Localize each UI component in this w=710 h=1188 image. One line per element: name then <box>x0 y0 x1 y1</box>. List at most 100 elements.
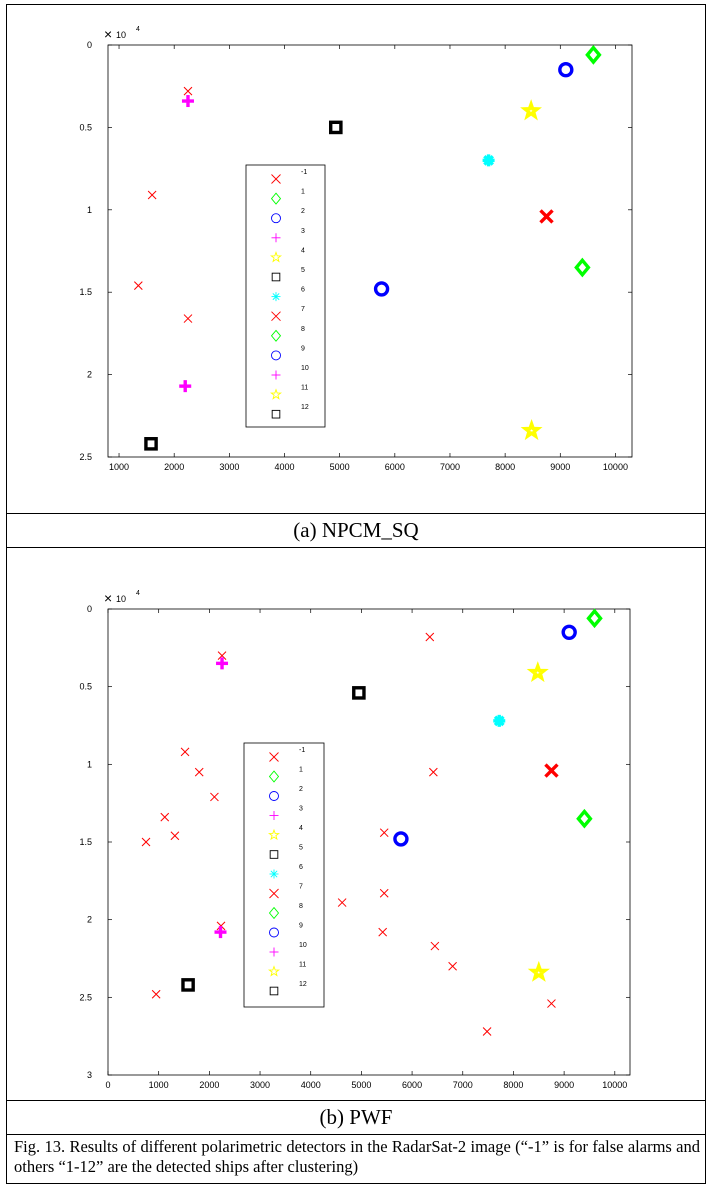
legend-label: 9 <box>301 345 305 352</box>
legend-marker <box>271 272 281 282</box>
legend-marker <box>271 213 281 224</box>
legend-marker <box>271 292 281 302</box>
legend-label: 9 <box>299 923 303 930</box>
ship-12-point <box>181 978 195 992</box>
legend-label: 4 <box>299 825 303 832</box>
legend-label: 7 <box>301 306 305 313</box>
legend-label: 6 <box>299 864 303 871</box>
false-alarm-point <box>170 831 180 841</box>
false-alarm-point <box>141 837 151 847</box>
legend-marker <box>269 388 283 400</box>
y-tick-label: 1 <box>87 759 92 769</box>
legend-marker <box>268 906 280 920</box>
x-tick-label: 6000 <box>385 462 405 472</box>
x-tick-label: 0 <box>105 1080 110 1090</box>
ship-2-point <box>558 62 574 78</box>
ship-3-point <box>181 95 194 108</box>
chart-npcm-sq: 1000 2000 3000 4000 5000 6000 7000 8000 9000 1000… <box>79 26 633 472</box>
y-tick-label: 0.5 <box>79 682 92 692</box>
legend-label: 4 <box>301 247 305 254</box>
legend-marker <box>271 350 281 361</box>
legend-marker <box>269 811 279 820</box>
false-alarm-point <box>147 190 157 200</box>
legend-marker <box>270 192 282 205</box>
y-exponent-base: 10 <box>116 594 126 604</box>
legend-label: 7 <box>299 884 303 891</box>
false-alarm-point <box>337 898 347 907</box>
y-exponent-power: 4 <box>136 590 140 597</box>
x-tick-label: 3000 <box>250 1080 270 1090</box>
x-tick-label: 8000 <box>495 462 515 472</box>
x-tick-label: 2000 <box>164 462 184 472</box>
divider <box>6 1134 706 1135</box>
y-tick-label: 1.5 <box>79 837 92 847</box>
false-alarm-point <box>216 921 226 931</box>
x-tick-label: 7000 <box>440 462 460 472</box>
x-tick-label: 3000 <box>219 462 239 472</box>
ship-9-point <box>393 831 409 847</box>
legend-marker <box>270 329 282 342</box>
legend-label: 10 <box>299 942 307 949</box>
y-tick-label: 1.5 <box>79 287 92 297</box>
x-tick-label: 7000 <box>453 1080 473 1090</box>
plot-area <box>107 608 631 1076</box>
panel-a-label: (a) NPCM_SQ <box>293 518 419 542</box>
y-exponent-times: × <box>104 26 112 42</box>
false-alarm-point <box>482 1027 492 1036</box>
false-alarm-point <box>378 927 388 937</box>
legend-label: 11 <box>299 962 306 969</box>
y-tick-label: 0.5 <box>79 122 92 132</box>
legend-label: 8 <box>301 326 305 333</box>
false-alarm-point <box>448 961 457 971</box>
legend-label: 3 <box>301 228 305 235</box>
legend-label: 8 <box>299 903 303 910</box>
ship-6-point <box>482 154 495 167</box>
legend-marker <box>269 869 279 879</box>
divider <box>6 547 706 548</box>
x-tick-label: 8000 <box>503 1080 523 1090</box>
legend-marker <box>271 174 281 184</box>
ship-10-point <box>179 380 192 393</box>
y-tick-label: 0 <box>87 40 92 50</box>
divider <box>6 513 706 514</box>
ship-6-point <box>493 714 506 727</box>
legend-box <box>243 742 325 1008</box>
legend-marker <box>267 965 281 977</box>
ship-7-point <box>539 209 554 224</box>
false-alarm-point <box>183 86 193 96</box>
x-tick-label: 4000 <box>274 462 294 472</box>
false-alarm-point <box>151 989 161 999</box>
ship-10-point <box>214 926 227 939</box>
legend-label: 2 <box>299 786 303 793</box>
ship-5-point <box>352 686 366 700</box>
legend-label: 2 <box>301 208 305 215</box>
legend-marker <box>271 370 281 380</box>
ship-7-point <box>544 763 559 778</box>
y-exponent-times: × <box>104 590 112 606</box>
ship-4-point <box>526 661 549 683</box>
y-tick-label: 2 <box>87 370 92 380</box>
chart-pwf: 0 1000 2000 3000 4000 5000 6000 7000 8000 9000 100… <box>79 590 631 1090</box>
ship-1-point <box>585 45 602 65</box>
legend-marker <box>271 311 281 322</box>
false-alarm-point <box>133 281 143 290</box>
legend-marker <box>269 986 279 996</box>
legend-label: 5 <box>299 845 303 852</box>
x-tick-label: 5000 <box>330 462 350 472</box>
legend-marker <box>269 947 279 957</box>
x-tick-label: 9000 <box>550 462 570 472</box>
legend-marker <box>269 791 279 801</box>
legend-label: -1 <box>299 747 305 754</box>
y-tick-label: 2 <box>87 915 92 925</box>
ship-4-point <box>520 99 542 121</box>
divider <box>6 1100 706 1101</box>
y-tick-label: 1 <box>87 205 92 215</box>
legend-marker <box>269 251 283 263</box>
panel-b-label: (b) PWF <box>319 1105 393 1129</box>
ship-12-point <box>144 437 158 451</box>
y-tick-label: 2.5 <box>79 452 92 462</box>
y-tick-label: 2.5 <box>79 992 92 1002</box>
legend-marker <box>269 850 279 859</box>
x-tick-label: 1000 <box>109 462 129 472</box>
